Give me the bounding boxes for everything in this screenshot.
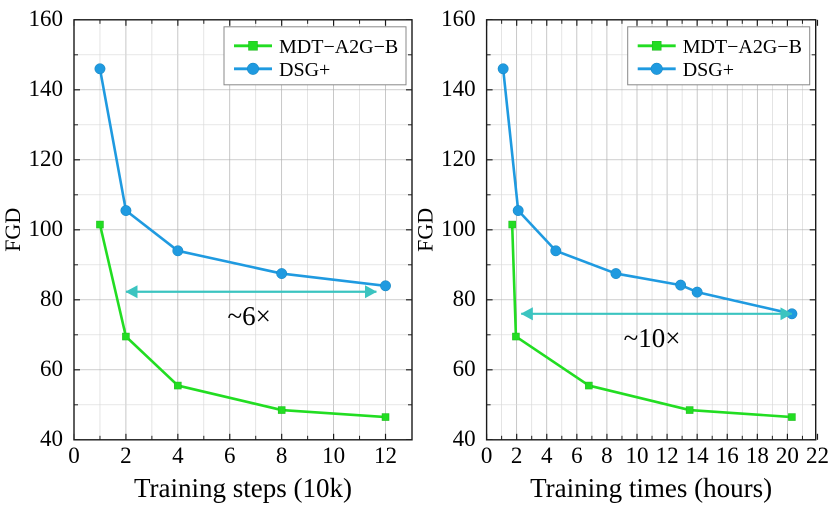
svg-text:4: 4 bbox=[172, 443, 184, 468]
svg-text:40: 40 bbox=[453, 426, 476, 451]
svg-text:16: 16 bbox=[716, 443, 739, 468]
svg-text:FGD: FGD bbox=[0, 208, 25, 252]
svg-text:60: 60 bbox=[40, 356, 63, 381]
svg-text:40: 40 bbox=[40, 426, 63, 451]
svg-text:DSG+: DSG+ bbox=[683, 59, 734, 81]
svg-text:160: 160 bbox=[29, 6, 64, 31]
svg-text:FGD: FGD bbox=[413, 208, 438, 252]
svg-text:4: 4 bbox=[541, 443, 553, 468]
svg-text:140: 140 bbox=[29, 76, 64, 101]
svg-text:~6×: ~6× bbox=[228, 301, 271, 331]
svg-text:120: 120 bbox=[441, 146, 476, 171]
svg-text:80: 80 bbox=[40, 286, 63, 311]
svg-text:~10×: ~10× bbox=[624, 323, 681, 353]
svg-text:10: 10 bbox=[322, 443, 345, 468]
svg-text:10: 10 bbox=[626, 443, 649, 468]
svg-text:MDT−A2G−B: MDT−A2G−B bbox=[683, 36, 802, 58]
svg-text:80: 80 bbox=[453, 286, 476, 311]
svg-text:160: 160 bbox=[441, 6, 476, 31]
svg-text:14: 14 bbox=[686, 443, 710, 468]
svg-text:0: 0 bbox=[68, 443, 80, 468]
svg-text:8: 8 bbox=[601, 443, 613, 468]
svg-text:Training times (hours): Training times (hours) bbox=[530, 473, 772, 503]
svg-text:DSG+: DSG+ bbox=[279, 59, 330, 81]
svg-text:100: 100 bbox=[441, 216, 476, 241]
svg-text:22: 22 bbox=[806, 443, 829, 468]
svg-text:6: 6 bbox=[224, 443, 236, 468]
svg-text:18: 18 bbox=[746, 443, 769, 468]
svg-text:20: 20 bbox=[776, 443, 799, 468]
svg-text:Training steps (10k): Training steps (10k) bbox=[134, 473, 352, 503]
svg-text:6: 6 bbox=[571, 443, 583, 468]
svg-text:140: 140 bbox=[441, 76, 476, 101]
svg-text:0: 0 bbox=[481, 443, 493, 468]
svg-text:2: 2 bbox=[120, 443, 132, 468]
svg-text:MDT−A2G−B: MDT−A2G−B bbox=[279, 36, 398, 58]
svg-text:2: 2 bbox=[511, 443, 523, 468]
svg-text:12: 12 bbox=[374, 443, 397, 468]
svg-text:120: 120 bbox=[29, 146, 64, 171]
svg-text:12: 12 bbox=[656, 443, 679, 468]
svg-text:8: 8 bbox=[276, 443, 288, 468]
svg-text:100: 100 bbox=[29, 216, 64, 241]
svg-text:60: 60 bbox=[453, 356, 476, 381]
